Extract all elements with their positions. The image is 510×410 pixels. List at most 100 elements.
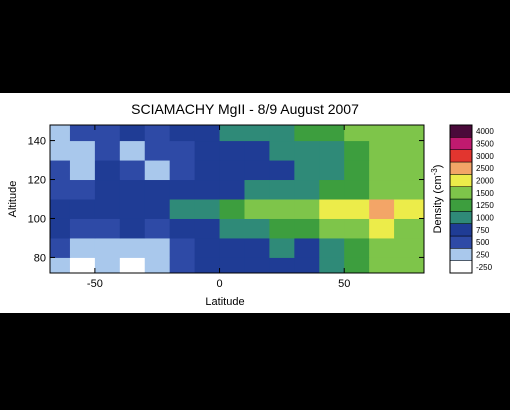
contour-cell	[144, 237, 171, 258]
contour-cell	[344, 218, 370, 239]
x-tick-label: 50	[338, 278, 350, 290]
colorbar-swatch	[449, 149, 473, 163]
contour-cell	[269, 257, 295, 273]
plot-frame	[49, 124, 425, 274]
contour-cell	[50, 179, 71, 200]
contour-cell	[169, 140, 196, 161]
contour-cell	[219, 140, 245, 161]
contour-cell	[344, 160, 370, 181]
contour-cell	[94, 140, 121, 161]
colorbar-level-label: -250	[476, 263, 493, 272]
contour-cell	[294, 199, 320, 219]
contour-cell	[144, 140, 171, 161]
contour-cell	[119, 125, 146, 142]
colorbar-level-label: 2000	[476, 177, 494, 186]
contour-cell	[369, 237, 395, 258]
contour-cell	[244, 140, 270, 161]
contour-cell	[194, 199, 221, 219]
colorbar-swatch	[449, 235, 473, 249]
contour-cell	[412, 257, 424, 273]
contour-cell	[219, 160, 245, 181]
colorbar-level-label: 500	[476, 238, 490, 247]
contour-cell	[144, 218, 171, 239]
contour-cell	[94, 257, 121, 273]
colorbar-swatch	[449, 137, 473, 150]
contour-cell	[369, 218, 395, 239]
contour-cell	[94, 125, 121, 142]
contour-cell	[194, 218, 221, 239]
colorbar-level-label: 1500	[476, 189, 494, 198]
contour-cell	[169, 125, 196, 142]
colorbar-level-label: 1000	[476, 214, 494, 223]
contour-cell	[69, 218, 96, 239]
contour-cell	[144, 179, 171, 200]
contour-cell	[50, 140, 71, 161]
contour-cell	[412, 179, 424, 200]
contour-cell	[219, 257, 245, 273]
contour-cell	[219, 218, 245, 239]
contour-cell	[244, 160, 270, 181]
contour-cell	[119, 140, 146, 161]
contour-cell	[69, 257, 96, 273]
contour-cell	[119, 257, 146, 273]
contour-cell	[144, 160, 171, 181]
contour-cell	[319, 160, 345, 181]
contour-cell	[69, 125, 96, 142]
contour-cell	[144, 257, 171, 273]
contour-cell	[394, 257, 414, 273]
contour-cell	[319, 218, 345, 239]
contour-cell	[369, 140, 395, 161]
contour-cell	[169, 237, 196, 258]
colorbar-swatch	[449, 186, 473, 200]
contour-cell	[369, 199, 395, 219]
contour-cell	[94, 199, 121, 219]
contour-cell	[294, 140, 320, 161]
contour-cell	[69, 237, 96, 258]
colorbar-swatch	[449, 223, 473, 237]
colorbar-swatch	[449, 260, 473, 274]
contour-cell	[269, 125, 295, 142]
contour-cell	[119, 160, 146, 181]
contour-cell	[119, 199, 146, 219]
colorbar-level-label: 1250	[476, 201, 494, 210]
contour-cell	[219, 237, 245, 258]
colorbar-label: Density (cm-3)	[430, 165, 445, 234]
colorbar-level-label: 250	[476, 251, 490, 260]
contour-cell	[194, 179, 221, 200]
colorbar-swatch	[449, 124, 473, 138]
y-tick-label: 120	[28, 175, 46, 187]
contour-cell	[269, 160, 295, 181]
contour-cell	[319, 199, 345, 219]
contour-cell	[50, 199, 71, 219]
contour-cell	[369, 179, 395, 200]
contour-cell	[369, 160, 395, 181]
contour-cell	[169, 199, 196, 219]
colorbar-level-label: 2500	[476, 164, 494, 173]
contour-cell	[244, 179, 270, 200]
contour-cell	[169, 179, 196, 200]
contour-cell	[412, 125, 424, 142]
contour-cell	[294, 218, 320, 239]
contour-cell	[319, 140, 345, 161]
x-axis-label: Latitude	[205, 296, 244, 308]
contour-cell	[169, 160, 196, 181]
y-axis-label: Altitude	[7, 181, 19, 218]
contour-cell	[394, 237, 414, 258]
contour-cell	[194, 140, 221, 161]
contour-cell	[144, 199, 171, 219]
contour-cell	[50, 218, 71, 239]
contour-cell	[294, 160, 320, 181]
contour-chart: SCIAMACHY MgII - 8/9 August 2007 -50 0 50 …	[7, 101, 494, 308]
chart-title: SCIAMACHY MgII - 8/9 August 2007	[131, 101, 359, 117]
colorbar: -250 250 500 750 1000 1250 1500 2000 2500 3000 350…	[449, 124, 494, 274]
contour-cell	[219, 125, 245, 142]
colorbar-swatch	[449, 174, 473, 187]
colorbar-level-label: 3500	[476, 140, 494, 149]
contour-cell	[394, 199, 414, 219]
contour-cell	[344, 179, 370, 200]
contour-cell	[94, 179, 121, 200]
contour-cell	[344, 237, 370, 258]
contour-cell	[50, 237, 71, 258]
contour-cell	[69, 179, 96, 200]
contour-cell	[169, 218, 196, 239]
